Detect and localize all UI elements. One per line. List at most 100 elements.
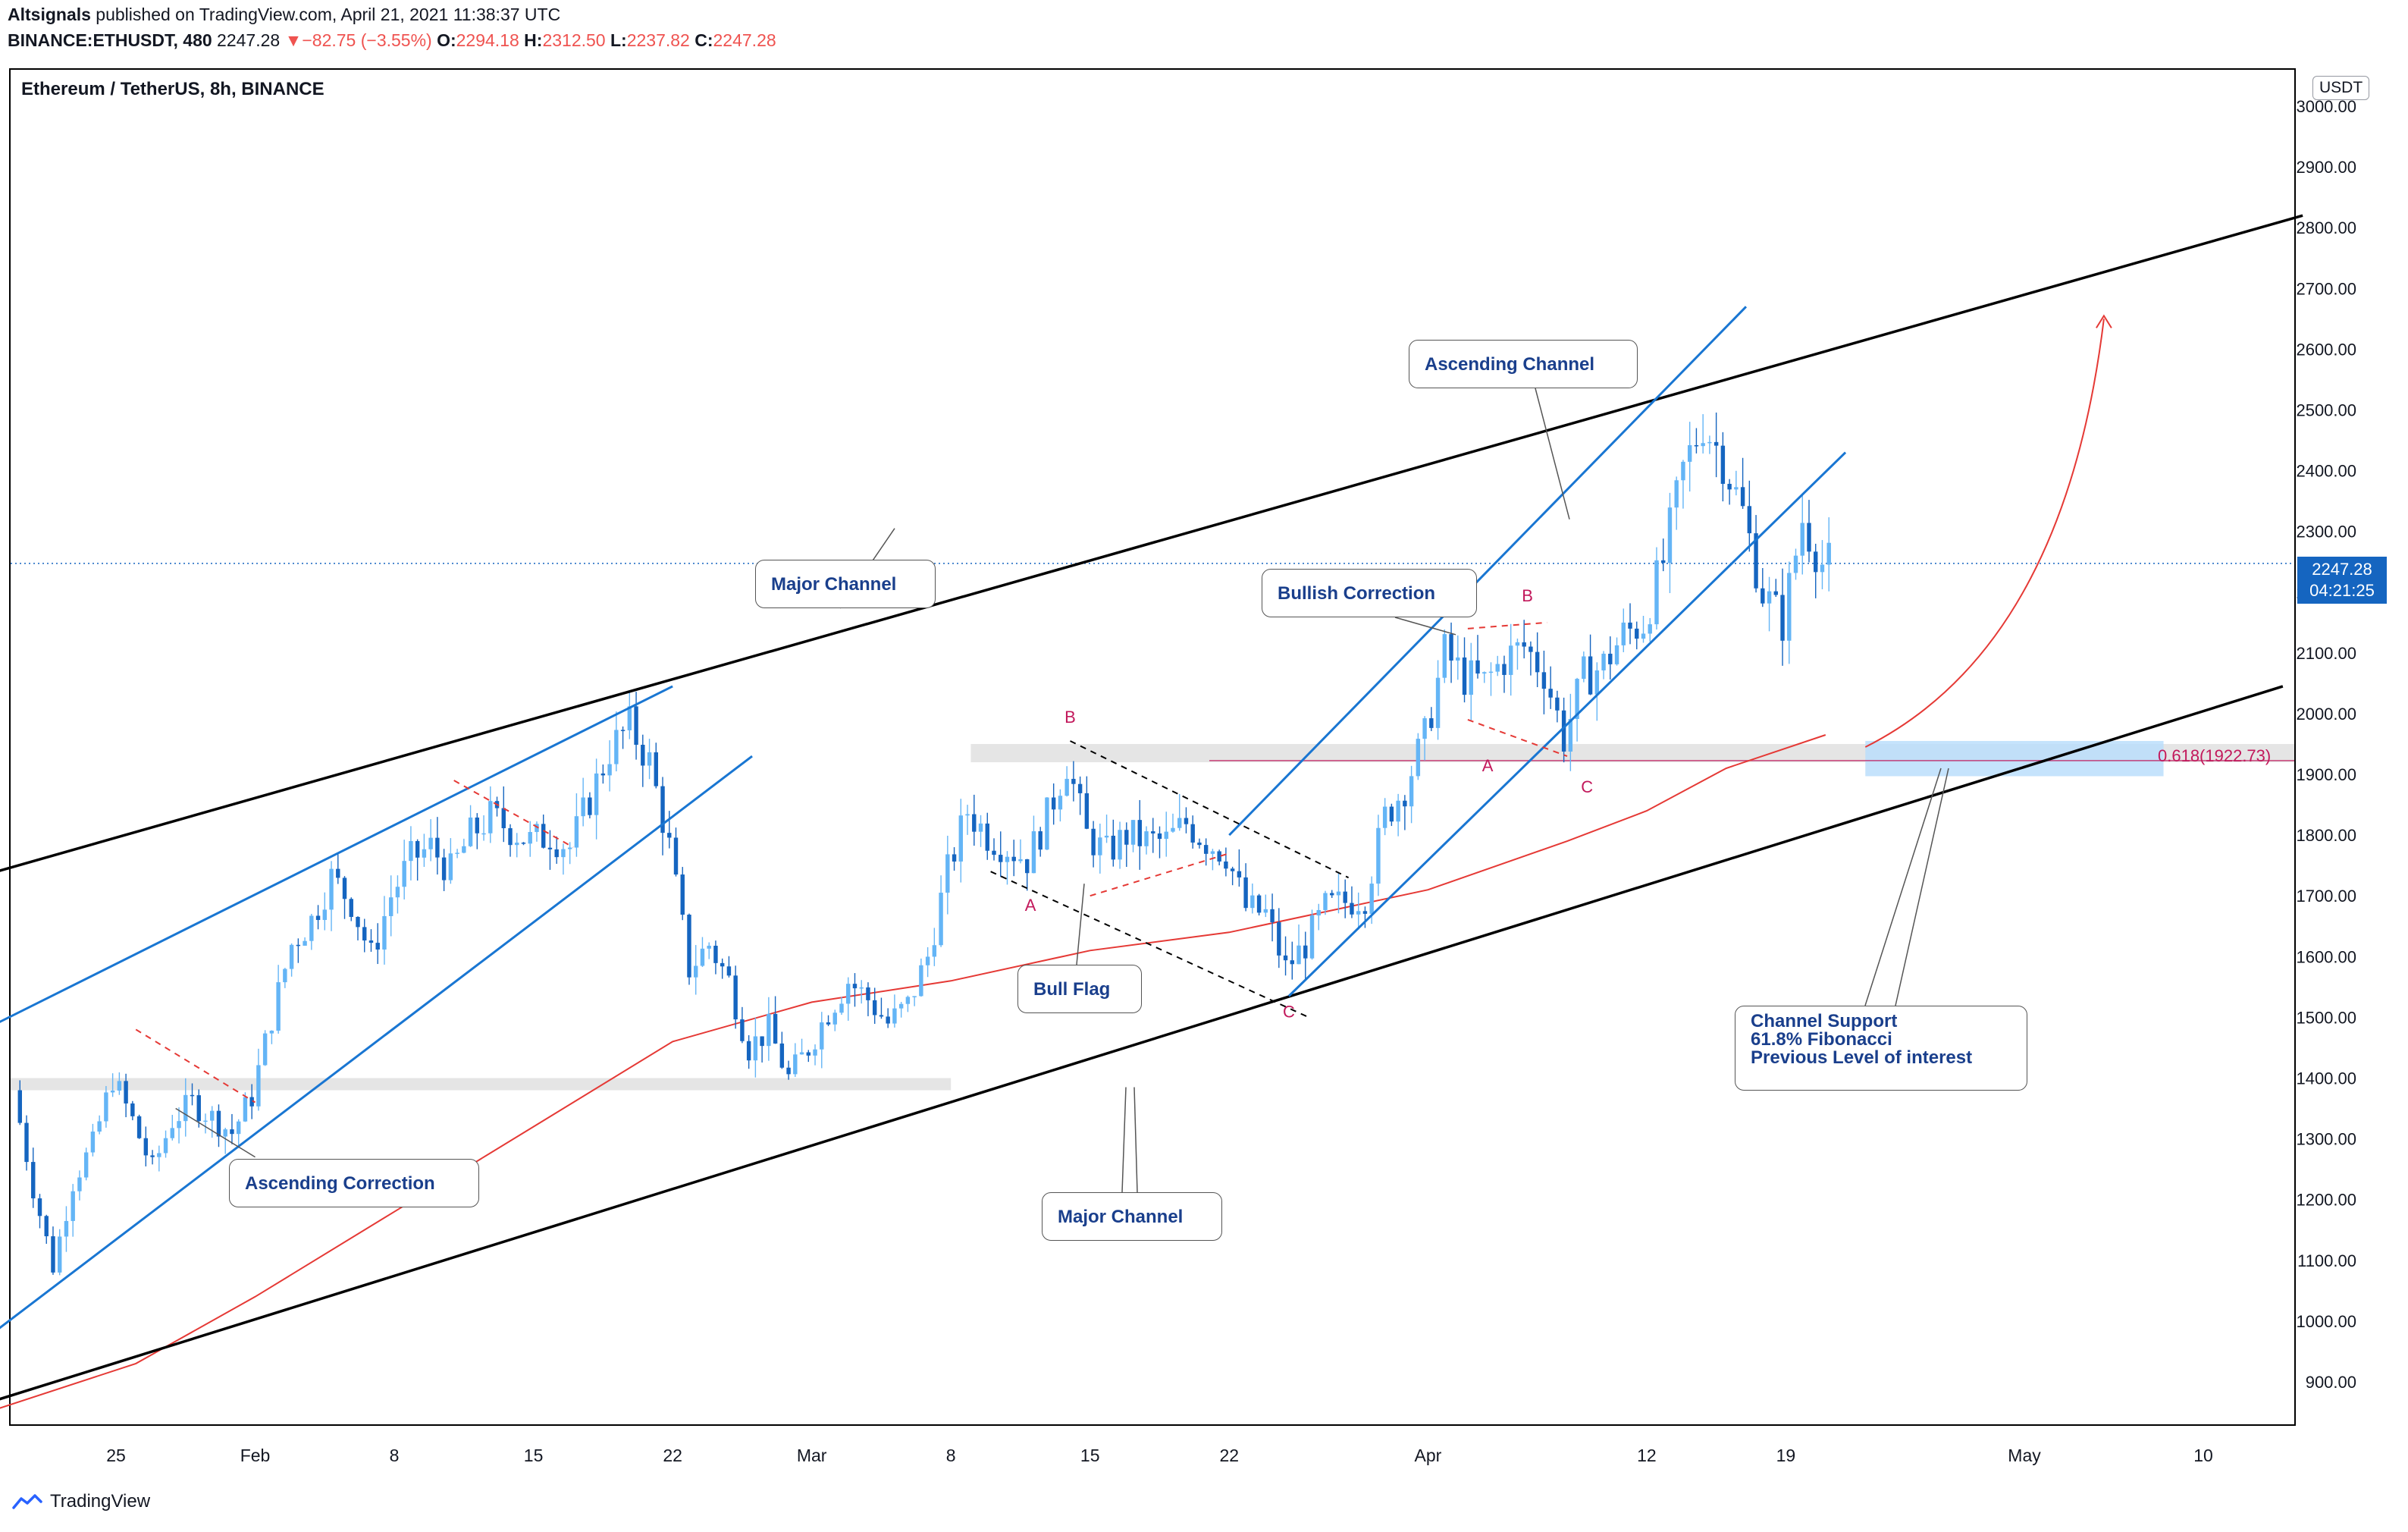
x-tick-label: 12 bbox=[1637, 1446, 1657, 1465]
candle-body bbox=[1681, 461, 1685, 481]
candle-body bbox=[826, 1022, 831, 1025]
y-tick-label: 1500.00 bbox=[2296, 1008, 2356, 1027]
candle-body bbox=[322, 909, 328, 921]
candle bbox=[1482, 671, 1487, 683]
candle bbox=[1780, 568, 1785, 666]
y-tick-label: 2300.00 bbox=[2296, 523, 2356, 542]
bull-flag-lower bbox=[990, 871, 1309, 1019]
candle bbox=[1031, 815, 1036, 874]
chart-frame[interactable] bbox=[9, 68, 2296, 1426]
candle-body bbox=[760, 1036, 764, 1047]
candle-body bbox=[1091, 828, 1096, 855]
candle-body bbox=[1482, 672, 1487, 674]
candle bbox=[634, 692, 638, 760]
candle-body bbox=[409, 840, 413, 862]
candle bbox=[203, 1113, 208, 1134]
candle bbox=[289, 943, 294, 977]
y-tick-label: 1900.00 bbox=[2296, 765, 2356, 784]
candle bbox=[1203, 838, 1209, 866]
support-zone-1400 bbox=[11, 1078, 952, 1091]
candle bbox=[1488, 662, 1494, 696]
candle bbox=[276, 965, 281, 1034]
candle bbox=[77, 1170, 82, 1201]
candle bbox=[1541, 650, 1547, 714]
candle-body bbox=[1005, 856, 1010, 862]
candle-body bbox=[1184, 818, 1189, 824]
candle bbox=[667, 811, 672, 849]
candle bbox=[1277, 908, 1281, 968]
fib-level-label: 0.618(1922.73) bbox=[2158, 746, 2272, 765]
candle bbox=[1144, 826, 1149, 855]
candle bbox=[1058, 789, 1063, 822]
candle bbox=[680, 867, 685, 921]
candle bbox=[1568, 693, 1573, 771]
candle-body bbox=[1098, 837, 1102, 855]
candle bbox=[1429, 707, 1434, 731]
candle-body bbox=[1575, 679, 1579, 719]
candle-body bbox=[415, 840, 420, 858]
candle bbox=[919, 958, 923, 997]
x-tick-label: 15 bbox=[1080, 1446, 1100, 1465]
candle-body bbox=[51, 1236, 55, 1273]
candle-body bbox=[1151, 831, 1155, 833]
candle-body bbox=[71, 1191, 75, 1221]
currency-badge[interactable]: USDT bbox=[2312, 76, 2370, 100]
candle-body bbox=[243, 1097, 248, 1122]
candle-body bbox=[501, 808, 506, 829]
candle bbox=[362, 918, 367, 953]
x-tick-label: 8 bbox=[946, 1446, 956, 1465]
candle bbox=[1250, 883, 1255, 914]
candle-body bbox=[793, 1054, 798, 1075]
tradingview-brand[interactable]: TradingView bbox=[12, 1491, 150, 1512]
major-channel-top-callout[interactable]: Major Channel bbox=[755, 560, 936, 608]
candle-body bbox=[1674, 480, 1679, 508]
candle bbox=[375, 923, 380, 965]
candle-body bbox=[1588, 656, 1593, 695]
candle-body bbox=[919, 965, 923, 997]
candle-body bbox=[455, 852, 459, 854]
candle-body bbox=[707, 945, 711, 949]
candle bbox=[1594, 662, 1600, 721]
candle-body bbox=[1316, 909, 1321, 916]
candle-body bbox=[667, 833, 672, 838]
candle-body bbox=[303, 940, 307, 946]
candle bbox=[1687, 422, 1692, 492]
candle bbox=[315, 905, 321, 930]
candle-body bbox=[336, 868, 340, 878]
candle bbox=[1773, 579, 1778, 598]
candle-body bbox=[939, 893, 943, 946]
candle bbox=[594, 758, 599, 840]
candle-body bbox=[283, 968, 287, 983]
major-channel-bottom-callout[interactable]: Major Channel bbox=[1042, 1192, 1222, 1241]
candle bbox=[422, 833, 427, 868]
candle-body bbox=[83, 1152, 89, 1178]
channel-support-callout[interactable]: Channel Support 61.8% Fibonacci Previous… bbox=[1735, 1006, 2027, 1091]
candle-body bbox=[163, 1138, 168, 1154]
candle-body bbox=[1694, 445, 1699, 447]
candle-body bbox=[813, 1049, 817, 1056]
candle bbox=[1793, 548, 1798, 580]
candle bbox=[898, 1001, 904, 1018]
candle bbox=[1376, 815, 1381, 896]
candle-body bbox=[1456, 657, 1460, 661]
candle-body bbox=[694, 965, 698, 978]
y-tick-label: 900.00 bbox=[2306, 1373, 2356, 1392]
candle bbox=[1118, 821, 1122, 869]
x-tick-label: 10 bbox=[2193, 1446, 2213, 1465]
ascending-correction-callout[interactable]: Ascending Correction bbox=[229, 1159, 479, 1207]
candle bbox=[1628, 603, 1632, 645]
bullish-correction-callout[interactable]: Bullish Correction bbox=[1262, 569, 1477, 617]
candle-body bbox=[866, 987, 870, 1000]
bull-flag-callout[interactable]: Bull Flag bbox=[1017, 965, 1142, 1013]
candle-body bbox=[1628, 622, 1632, 629]
candle bbox=[322, 892, 328, 931]
candle-body bbox=[561, 849, 566, 858]
candle-body bbox=[1727, 483, 1732, 490]
candle-body bbox=[1820, 564, 1825, 573]
ascending-channel-callout[interactable]: Ascending Channel bbox=[1409, 340, 1638, 388]
candle bbox=[435, 817, 440, 875]
publisher-name[interactable]: Altsignals bbox=[8, 5, 91, 24]
candle bbox=[1529, 641, 1533, 676]
candle bbox=[1104, 815, 1109, 843]
